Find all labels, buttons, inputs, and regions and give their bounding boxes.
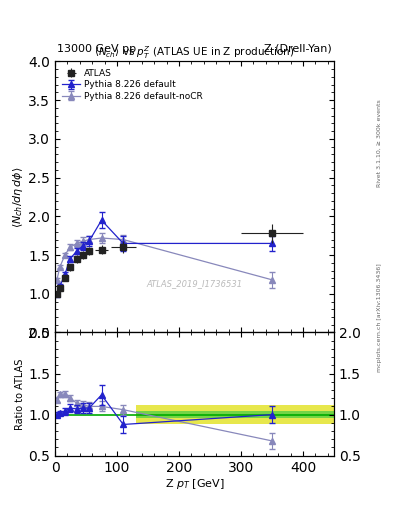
Bar: [136, 405, 334, 424]
X-axis label: Z $p_T$ [GeV]: Z $p_T$ [GeV]: [165, 477, 224, 492]
Bar: [136, 411, 334, 418]
Text: Rivet 3.1.10, ≥ 300k events: Rivet 3.1.10, ≥ 300k events: [377, 99, 382, 187]
Text: Z (Drell-Yan): Z (Drell-Yan): [264, 44, 332, 54]
Y-axis label: $\langle N_{ch}/d\eta\, d\phi\rangle$: $\langle N_{ch}/d\eta\, d\phi\rangle$: [11, 166, 26, 228]
Text: ATLAS_2019_I1736531: ATLAS_2019_I1736531: [147, 279, 242, 288]
Y-axis label: Ratio to ATLAS: Ratio to ATLAS: [15, 358, 26, 430]
Title: $\langle N_{ch}\rangle$ vs $p_T^Z$ (ATLAS UE in Z production): $\langle N_{ch}\rangle$ vs $p_T^Z$ (ATLA…: [94, 44, 295, 61]
Text: 13000 GeV pp: 13000 GeV pp: [57, 44, 136, 54]
Text: mcplots.cern.ch [arXiv:1306.3436]: mcplots.cern.ch [arXiv:1306.3436]: [377, 263, 382, 372]
Legend: ATLAS, Pythia 8.226 default, Pythia 8.226 default-noCR: ATLAS, Pythia 8.226 default, Pythia 8.22…: [59, 66, 206, 104]
